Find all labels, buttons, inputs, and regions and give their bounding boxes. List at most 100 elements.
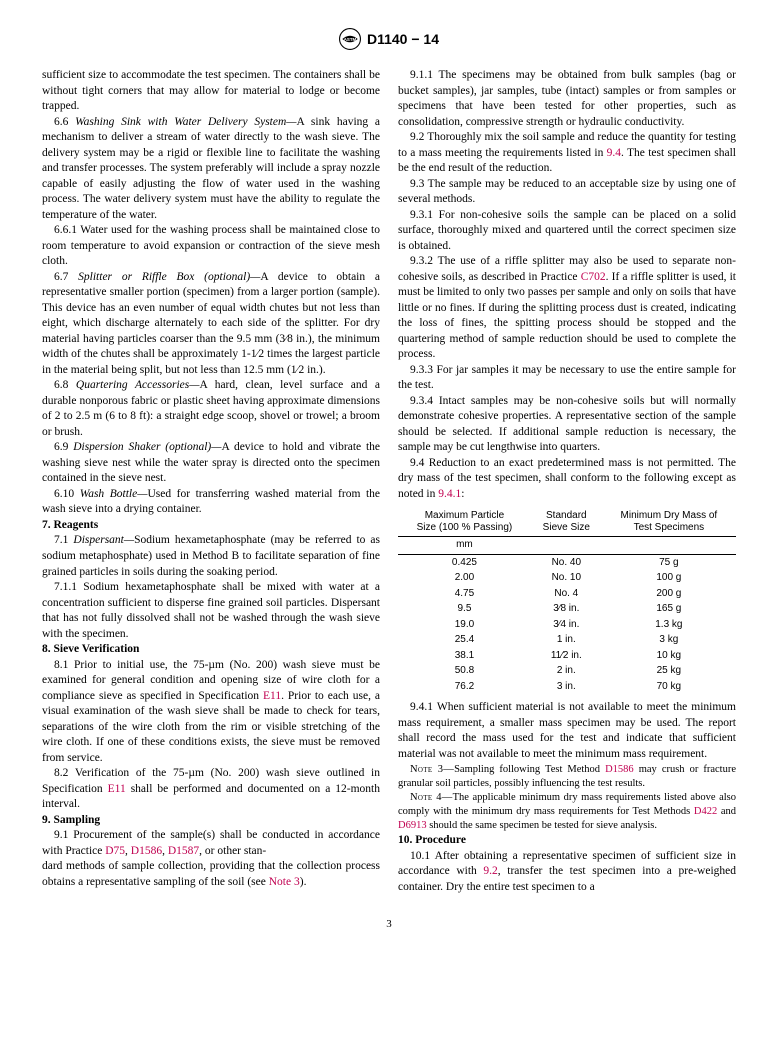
para-6-10: 6.10 Wash Bottle—Used for transferring w…	[42, 487, 380, 518]
text: , or other stan-	[199, 845, 266, 857]
title: Dispersant—	[73, 534, 134, 546]
text: Standard	[546, 510, 587, 521]
text: Test Specimens	[634, 522, 705, 533]
para-9-3-4: 9.3.4 Intact samples may be non-cohesive…	[398, 394, 736, 456]
cell: 3⁄8 in.	[531, 601, 602, 617]
text: Minimum Dry Mass of	[621, 510, 718, 521]
spec-table-wrap: Maximum ParticleSize (100 % Passing) Sta…	[398, 508, 736, 694]
para-9-4: 9.4 Reduction to an exact predetermined …	[398, 456, 736, 503]
cell: 0.425	[398, 554, 531, 570]
cell: 9.5	[398, 601, 531, 617]
cell: 3⁄4 in.	[531, 617, 602, 633]
table-header-row: Maximum ParticleSize (100 % Passing) Sta…	[398, 508, 736, 537]
table-row: 50.82 in.25 kg	[398, 663, 736, 679]
table-row: 4.75No. 4200 g	[398, 586, 736, 602]
ref-9-4-1: 9.4.1	[438, 488, 461, 500]
astm-logo-icon: ASTM	[339, 28, 361, 50]
para-9-1-1: 9.1.1 The specimens may be obtained from…	[398, 68, 736, 130]
cell: 25.4	[398, 632, 531, 648]
document-id: D1140 − 14	[367, 30, 439, 49]
text: :	[461, 488, 464, 500]
cell: No. 4	[531, 586, 602, 602]
note-3: Note 3—Sampling following Test Method D1…	[398, 763, 736, 791]
cell: 200 g	[602, 586, 736, 602]
cell: 100 g	[602, 570, 736, 586]
para-6-7: 6.7 Splitter or Riffle Box (optional)—A …	[42, 270, 380, 379]
label: Note 3—	[410, 764, 454, 775]
cell: 2.00	[398, 570, 531, 586]
cell: 1.3 kg	[602, 617, 736, 633]
ref-e11: E11	[263, 690, 281, 702]
ref-d1587: D1587	[168, 845, 199, 857]
para-9-1-cont: dard methods of sample collection, provi…	[42, 859, 380, 890]
table-row: 2.00No. 10100 g	[398, 570, 736, 586]
ref-note3: Note 3	[269, 876, 300, 888]
para-6-8: 6.8 Quartering Accessories—A hard, clean…	[42, 378, 380, 440]
cell: 25 kg	[602, 663, 736, 679]
col-header-3: Minimum Dry Mass ofTest Specimens	[602, 508, 736, 537]
table-row: 38.111⁄2 in.10 kg	[398, 648, 736, 664]
para-6-5-cont: sufficient size to accommodate the test …	[42, 68, 380, 115]
cell: mm	[398, 537, 531, 555]
num: 7.1	[54, 534, 73, 546]
cell: No. 40	[531, 554, 602, 570]
label: Note 4—	[410, 792, 453, 803]
svg-text:ASTM: ASTM	[344, 37, 357, 42]
ref-d422: D422	[694, 806, 717, 817]
para-9-4-1: 9.4.1 When sufficient material is not av…	[398, 700, 736, 762]
section-8-title: 8. Sieve Verification	[42, 642, 380, 658]
text: ).	[300, 876, 307, 888]
para-8-1: 8.1 Prior to initial use, the 75-µm (No.…	[42, 658, 380, 767]
page-header: ASTM D1140 − 14	[42, 28, 736, 50]
num: 6.7	[54, 271, 78, 283]
cell: 38.1	[398, 648, 531, 664]
cell: 1 in.	[531, 632, 602, 648]
text: dard methods of sample collection, provi…	[42, 860, 380, 888]
cell: 11⁄2 in.	[531, 648, 602, 664]
cell: 75 g	[602, 554, 736, 570]
section-7-title: 7. Reagents	[42, 518, 380, 534]
num: 6.6	[54, 116, 75, 128]
table-subheader-row: mm	[398, 537, 736, 555]
para-6-6-1: 6.6.1 Water used for the washing process…	[42, 223, 380, 270]
table-row: 0.425No. 4075 g	[398, 554, 736, 570]
cell: 3 kg	[602, 632, 736, 648]
ref-d1586: D1586	[131, 845, 162, 857]
section-10-title: 10. Procedure	[398, 833, 736, 849]
cell: 19.0	[398, 617, 531, 633]
para-9-3: 9.3 The sample may be reduced to an acce…	[398, 177, 736, 208]
note-4: Note 4—The applicable minimum dry mass r…	[398, 791, 736, 834]
ref-e11: E11	[108, 783, 126, 795]
cell: 2 in.	[531, 663, 602, 679]
ref-d75: D75	[105, 845, 125, 857]
para-9-2: 9.2 Thoroughly mix the soil sample and r…	[398, 130, 736, 177]
text: should the same specimen be tested for s…	[427, 820, 657, 831]
title: Dispersion Shaker (optional)—	[73, 441, 221, 453]
cell: No. 10	[531, 570, 602, 586]
title: Wash Bottle—	[80, 488, 148, 500]
ref-9-2: 9.2	[483, 865, 497, 877]
cell: 10 kg	[602, 648, 736, 664]
para-9-3-1: 9.3.1 For non-cohesive soils the sample …	[398, 208, 736, 255]
table-row: 19.03⁄4 in.1.3 kg	[398, 617, 736, 633]
cell: 50.8	[398, 663, 531, 679]
para-9-3-3: 9.3.3 For jar samples it may be necessar…	[398, 363, 736, 394]
text: Maximum Particle	[425, 510, 504, 521]
title: Splitter or Riffle Box (optional)—	[78, 271, 260, 283]
para-7-1-1: 7.1.1 Sodium hexametaphosphate shall be …	[42, 580, 380, 642]
ref-d6913: D6913	[398, 820, 427, 831]
cell: 165 g	[602, 601, 736, 617]
section-9-title: 9. Sampling	[42, 813, 380, 829]
para-9-1: 9.1 Procurement of the sample(s) shall b…	[42, 828, 380, 859]
table-row: 9.53⁄8 in.165 g	[398, 601, 736, 617]
title: Quartering Accessories—	[76, 379, 200, 391]
col-header-1: Maximum ParticleSize (100 % Passing)	[398, 508, 531, 537]
cell: 76.2	[398, 679, 531, 695]
body-columns: sufficient size to accommodate the test …	[42, 68, 736, 895]
text: . If a riffle splitter is used, it must …	[398, 271, 736, 361]
para-6-9: 6.9 Dispersion Shaker (optional)—A devic…	[42, 440, 380, 487]
col-header-2: StandardSieve Size	[531, 508, 602, 537]
page-number: 3	[42, 917, 736, 932]
para-9-3-2: 9.3.2 The use of a riffle splitter may a…	[398, 254, 736, 363]
ref-9-4: 9.4	[607, 147, 621, 159]
